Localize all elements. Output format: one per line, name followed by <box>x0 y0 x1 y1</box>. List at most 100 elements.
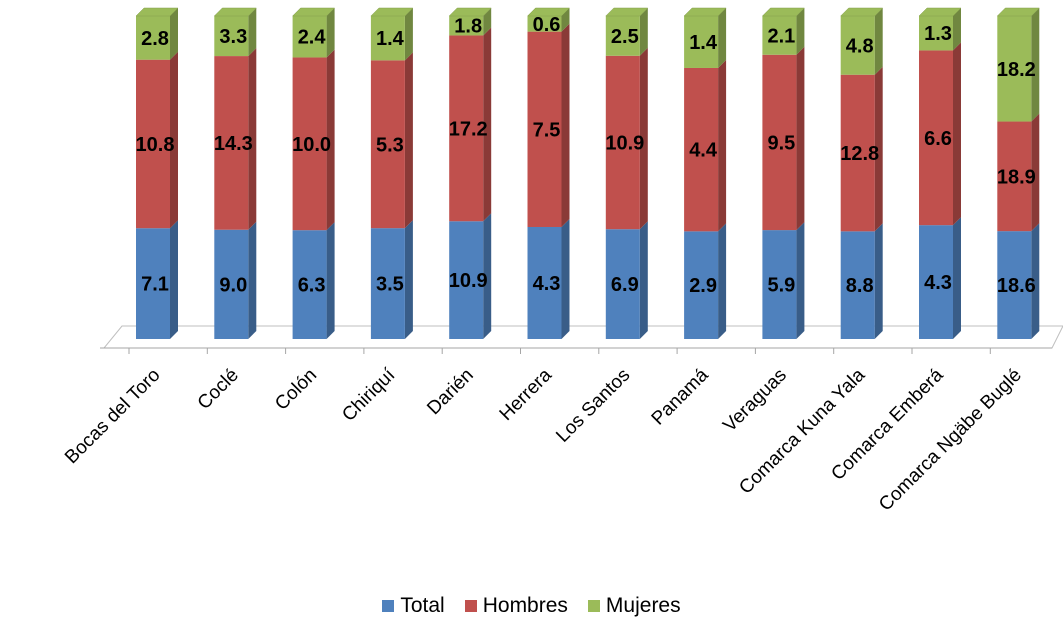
data-label-hombres: 18.9 <box>997 166 1036 188</box>
bar-side-hombres <box>796 46 805 231</box>
data-label-hombres: 14.3 <box>214 133 253 155</box>
bar-top-mujeres <box>761 7 806 17</box>
bar-side-total <box>639 221 648 339</box>
bar-segment-total <box>449 221 484 339</box>
bar-segment-hombres <box>919 50 953 226</box>
bar-side-total <box>326 222 335 339</box>
data-label-total: 6.9 <box>611 274 639 296</box>
bar-side-mujeres <box>404 8 413 61</box>
bar-side-hombres <box>248 48 257 230</box>
bar-side-mujeres <box>953 8 961 51</box>
category-label: Los Santos <box>552 365 634 447</box>
bar-segment-total <box>370 228 405 339</box>
bar-top-mujeres <box>605 7 649 17</box>
bar-side-hombres <box>170 51 178 229</box>
bar-side-total <box>718 223 727 339</box>
bar-top-mujeres <box>683 7 727 17</box>
data-label-mujeres: 18.2 <box>997 59 1036 81</box>
bar-top-mujeres <box>996 7 1040 17</box>
bar-top-mujeres <box>840 7 884 17</box>
category-label: Colón <box>271 365 321 415</box>
data-label-mujeres: 1.3 <box>924 23 952 45</box>
bar-side-hombres <box>326 49 335 231</box>
bar-side-mujeres <box>170 8 178 60</box>
data-label-total: 7.1 <box>141 274 169 296</box>
data-label-mujeres: 2.4 <box>298 27 327 49</box>
bar-side-total <box>1031 223 1040 339</box>
bar-side-mujeres <box>874 8 883 75</box>
bar-top-mujeres <box>135 7 179 17</box>
data-label-mujeres: 1.8 <box>454 16 482 38</box>
bar-segment-total <box>684 231 719 339</box>
data-label-total: 3.5 <box>376 274 404 296</box>
bar-side-total <box>953 217 961 339</box>
bar-top-mujeres <box>526 7 571 17</box>
data-label-mujeres: 1.4 <box>689 32 718 54</box>
bar-top-mujeres <box>448 7 492 17</box>
category-label: Comarca Ngäbe Buglé <box>875 365 1026 516</box>
bar-segment-hombres <box>292 57 327 231</box>
bar-side-hombres <box>874 66 883 232</box>
data-label-total: 9.0 <box>219 274 247 296</box>
bar-segment-total <box>214 229 249 339</box>
bar-side-mujeres <box>248 8 257 57</box>
bar-segment-mujeres <box>214 16 249 57</box>
bar-side-mujeres <box>718 8 727 68</box>
category-label: Coclé <box>194 365 243 414</box>
bar-segment-mujeres <box>449 16 484 36</box>
bar-side-total <box>561 218 570 339</box>
data-label-mujeres: 0.6 <box>533 14 561 36</box>
bar-segment-hombres <box>214 56 249 230</box>
bar-segment-mujeres <box>919 16 953 51</box>
bar-side-total <box>248 221 257 339</box>
bar-segment-mujeres <box>605 16 640 56</box>
legend-item-hombres: Hombres <box>464 594 568 618</box>
bar-segment-mujeres <box>136 16 170 60</box>
bar-segment-hombres <box>449 35 484 222</box>
data-label-mujeres: 2.5 <box>611 26 639 48</box>
data-label-total: 6.3 <box>298 275 326 297</box>
bar-segment-mujeres <box>997 16 1032 122</box>
bar-top-mujeres <box>291 7 336 17</box>
bar-segment-mujeres <box>762 16 797 55</box>
bar-top-mujeres <box>918 7 962 17</box>
data-label-total: 8.8 <box>846 275 874 297</box>
bar-segment-hombres <box>136 59 170 229</box>
bar-segment-mujeres <box>840 16 875 75</box>
legend-item-total: Total <box>382 594 445 618</box>
bars-group: 7.1 10.8 2.8 9.0 14.3 3.3 6.3 10.0 2.4 3.5 5.3 1.4 1… <box>135 7 1040 339</box>
bar-segment-hombres <box>840 74 875 232</box>
data-label-total: 4.3 <box>924 272 952 294</box>
category-label: Panamá <box>648 364 713 429</box>
bar-top-mujeres <box>370 7 414 17</box>
bar-side-total <box>796 222 805 339</box>
data-label-hombres: 7.5 <box>533 119 561 141</box>
bar-side-total <box>874 223 883 339</box>
bar-side-mujeres <box>483 8 492 36</box>
category-label: Herrera <box>496 364 557 425</box>
bar-side-mujeres <box>1031 8 1040 122</box>
data-label-hombres: 5.3 <box>376 134 404 156</box>
legend-swatch-total <box>382 600 395 612</box>
data-label-hombres: 9.5 <box>767 132 795 154</box>
bar-side-total <box>170 220 178 339</box>
bar-side-total <box>483 213 492 339</box>
bar-side-hombres <box>639 47 648 230</box>
bar-segment-total <box>605 229 640 339</box>
data-label-total: 4.3 <box>533 273 561 295</box>
legend-item-mujeres: Mujeres <box>587 594 681 618</box>
bar-segment-total <box>840 231 875 339</box>
bar-side-hombres <box>953 42 961 226</box>
category-label: Veraguas <box>719 365 791 437</box>
bar-side-hombres <box>404 52 413 229</box>
category-label: Bocas del Toro <box>61 365 164 468</box>
bar-side-hombres <box>561 23 570 227</box>
bar-segment-total <box>997 231 1032 339</box>
bar-side-hombres <box>1031 113 1040 232</box>
data-label-hombres: 17.2 <box>449 118 488 140</box>
data-label-total: 5.9 <box>767 275 795 297</box>
data-label-hombres: 12.8 <box>840 143 879 165</box>
bar-segment-mujeres <box>527 16 562 32</box>
legend-label-total: Total <box>400 594 445 617</box>
legend-swatch-mujeres <box>587 600 600 612</box>
